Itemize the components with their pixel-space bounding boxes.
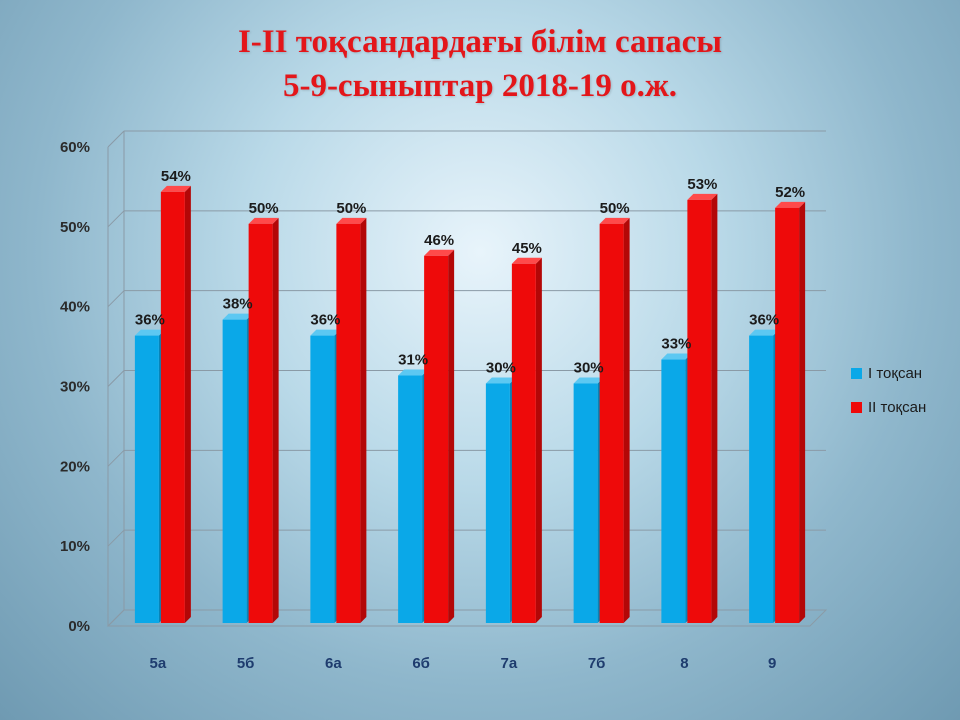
gridline-diagonal [107,370,125,387]
bar-top-2 [336,217,367,224]
chart-floor [106,609,828,627]
bar-top-1 [134,329,165,336]
data-label-series-1: 31% [398,352,428,369]
y-tick-label: 0% [68,618,90,635]
x-tick-label: 5б [237,655,255,672]
gridline-diagonal [107,130,125,148]
bar-side-2 [272,217,279,624]
bar-side-2 [799,201,806,623]
legend: I тоқсан II тоқсан [851,365,926,416]
bar-top-2 [599,217,630,224]
data-label-series-2: 50% [600,200,630,217]
bar-top-2 [511,257,542,264]
bar-side-2 [623,217,630,624]
legend-swatch-2 [851,402,862,413]
bar-side-2 [184,185,191,623]
data-label-series-2: 50% [249,200,279,217]
chart-bars [134,185,806,624]
x-tick-label: 7а [501,655,518,672]
x-tick-label: 8 [680,655,688,672]
chart-title-line2: 5-9-сыныптар 2018-19 о.ж. [282,68,678,104]
bar-series-1 [749,335,774,623]
x-tick-label: 7б [588,655,606,672]
data-label-series-1: 30% [486,360,516,377]
x-tick-label: 6а [325,655,342,672]
data-label-series-2: 52% [775,184,805,201]
bar-side-2 [711,193,718,623]
y-tick-label: 20% [60,458,90,475]
bar-top-2 [775,201,806,208]
data-label-series-2: 54% [161,168,191,185]
bar-top-2 [160,185,191,192]
x-tick-label: 6б [412,655,430,672]
gridline-diagonal [107,210,125,228]
bar-side-2 [360,217,367,624]
bar-top-2 [248,217,279,224]
bar-side-2 [448,249,455,623]
chart-title-line1: I-II тоқсандардағы білім сапасы [237,24,723,60]
data-label-series-1: 36% [135,312,165,329]
data-label-series-1: 36% [749,312,779,329]
data-label-series-2: 45% [512,240,542,257]
data-label-series-2: 53% [687,176,717,193]
bar-top-1 [398,369,429,376]
y-tick-label: 10% [60,538,90,555]
bar-top-1 [222,313,253,320]
bar-top-1 [573,377,604,384]
data-label-series-1: 36% [310,312,340,329]
data-label-series-1: 33% [661,336,691,353]
bar-series-2 [160,191,185,623]
legend-label-1: I тоқсан [868,365,922,382]
x-axis: 5а 5б 6а 6б 7а 7б 8 9 [150,655,777,672]
chart-grid [106,130,828,627]
y-axis: 0% 10% 20% 30% 40% 50% 60% [60,139,90,635]
bar-series-2 [775,207,800,623]
y-tick-label: 60% [60,139,90,156]
data-labels: 36% 54% 38% 50% 36% 50% 31% 46% 30% 45% 30% 50% 33% 5… [135,168,805,377]
bar-series-1 [134,335,159,623]
legend-label-2: II тоқсан [868,399,926,416]
gridline-diagonal [107,290,125,308]
bar-top-1 [661,353,692,360]
x-tick-label: 9 [768,655,776,672]
y-tick-label: 30% [60,379,90,396]
bar-series-2 [336,223,361,624]
x-tick-label: 5а [150,655,167,672]
bar-series-2 [599,223,624,624]
data-label-series-2: 50% [336,200,366,217]
bar-series-1 [310,335,335,623]
bar-top-1 [749,329,780,336]
bar-top-2 [424,249,455,256]
bar-top-1 [485,377,516,384]
bar-top-2 [687,193,718,200]
bar-series-1 [661,359,686,623]
bar-top-1 [310,329,341,336]
gridline-diagonal [107,609,125,627]
bar-series-2 [511,263,536,623]
y-tick-label: 50% [60,219,90,236]
gridline-diagonal [107,529,125,547]
bar-series-2 [687,199,712,623]
data-label-series-1: 30% [574,360,604,377]
bar-series-1 [398,375,423,623]
y-tick-label: 40% [60,299,90,316]
bar-series-1 [485,383,510,623]
data-label-series-2: 46% [424,232,454,249]
bar-series-2 [248,223,273,624]
bar-series-1 [222,319,247,623]
bar-side-2 [535,257,542,623]
data-label-series-1: 38% [223,296,253,313]
bar-series-1 [573,383,598,623]
bar-series-2 [424,255,449,623]
legend-swatch-1 [851,368,862,379]
gridline-diagonal [107,449,125,467]
